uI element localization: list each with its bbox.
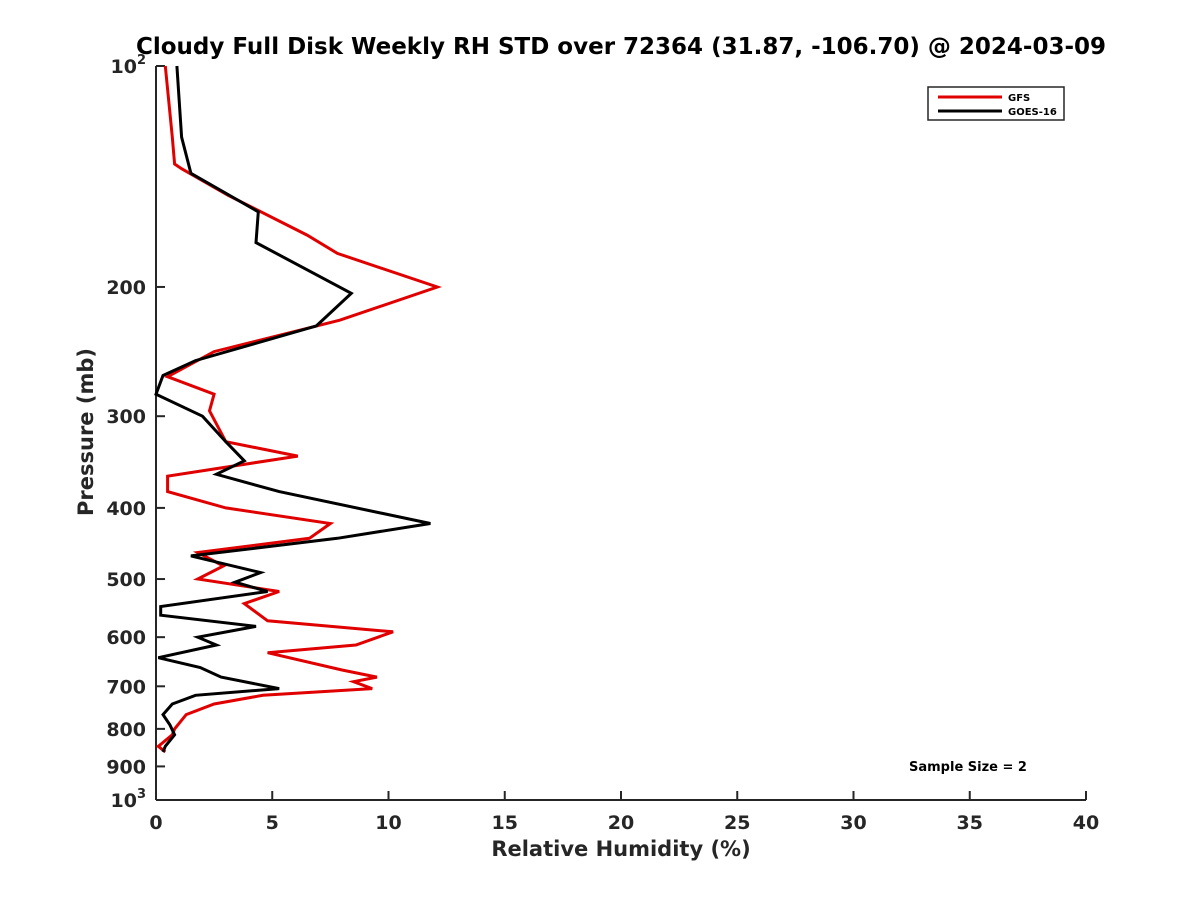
y-tick-label: 102 — [111, 53, 147, 78]
y-axis-label: Pressure (mb) — [74, 348, 98, 516]
y-tick-label: 800 — [106, 719, 146, 741]
x-axis-label: Relative Humidity (%) — [491, 837, 750, 861]
legend-box — [927, 86, 1065, 121]
x-tick-label: 35 — [957, 812, 983, 834]
y-tick-label: 700 — [106, 676, 146, 698]
series-line-goes-16 — [154, 65, 431, 753]
x-tick-label: 5 — [266, 812, 279, 834]
x-tick-label: 30 — [840, 812, 866, 834]
legend-label: GFS — [1008, 93, 1030, 104]
legend: GFS GOES-16 — [927, 86, 1065, 121]
y-tick-label: 300 — [106, 406, 146, 428]
x-tick-label: 25 — [724, 812, 750, 834]
y-tick-label: 900 — [106, 756, 146, 778]
y-tick-label: 600 — [106, 627, 146, 649]
legend-label: GOES-16 — [1008, 107, 1057, 118]
x-axis: 0 5 10 15 20 25 30 35 40 — [149, 791, 1099, 834]
y-tick-label: 200 — [106, 277, 146, 299]
x-tick-label: 20 — [608, 812, 634, 834]
y-axis: 102 200 300 400 500 600 700 800 900 103 — [106, 53, 165, 812]
x-tick-label: 40 — [1073, 812, 1099, 834]
plot-area — [156, 66, 1086, 800]
series-line-gfs — [155, 65, 442, 754]
y-tick-label: 400 — [106, 498, 146, 520]
x-tick-label: 0 — [149, 812, 162, 834]
y-tick-label: 103 — [111, 787, 147, 812]
chart-title: Cloudy Full Disk Weekly RH STD over 7236… — [136, 34, 1106, 60]
y-tick-label: 500 — [106, 569, 146, 591]
plot-background — [156, 66, 1086, 800]
series-layer — [154, 65, 442, 754]
x-tick-label: 15 — [492, 812, 518, 834]
sample-size-annotation: Sample Size = 2 — [909, 760, 1027, 775]
x-tick-label: 10 — [375, 812, 401, 834]
